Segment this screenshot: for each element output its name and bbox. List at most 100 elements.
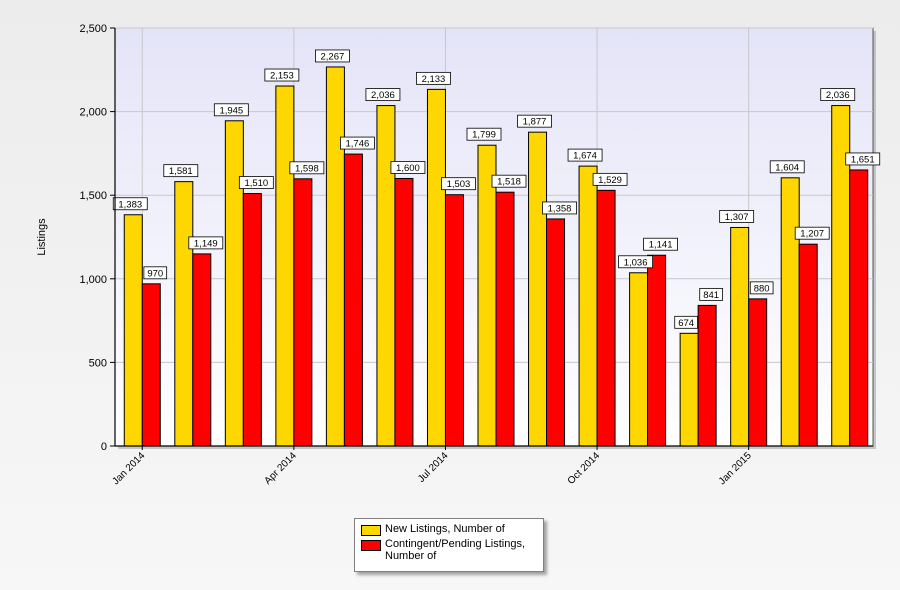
value-label-new-listings: 2,267 [314, 49, 350, 62]
value-labels: 1,383 1,581 1,945 2,153 2,267 2,036 2,133 1,799… [112, 49, 881, 329]
value-label-new-listings: 1,307 [719, 210, 755, 223]
svg-text:1,674: 1,674 [573, 151, 597, 162]
value-label-new-listings: 1,945 [213, 103, 249, 116]
bars [123, 66, 869, 447]
bar-new-listings [780, 177, 800, 447]
value-label-new-listings: 1,581 [163, 164, 199, 177]
svg-text:1,307: 1,307 [725, 212, 749, 223]
value-label-pending-listings: 1,141 [643, 237, 678, 251]
svg-text:1,945: 1,945 [219, 105, 243, 116]
value-label-new-listings: 1,877 [517, 114, 552, 128]
bar-new-listings [679, 332, 699, 447]
value-label-pending-listings: 1,149 [188, 236, 224, 249]
svg-text:1,651: 1,651 [851, 154, 875, 165]
svg-text:1,149: 1,149 [194, 238, 218, 249]
svg-text:1,600: 1,600 [396, 163, 420, 174]
bar-pending-listings [293, 178, 313, 447]
y-tick-label: 1,500 [79, 190, 107, 202]
svg-text:841: 841 [703, 290, 719, 301]
axes [114, 28, 873, 447]
bar-pending-listings [343, 153, 363, 447]
value-label-pending-listings: 841 [699, 287, 723, 301]
svg-text:674: 674 [678, 318, 694, 329]
value-label-pending-listings: 1,746 [339, 136, 375, 150]
legend-label-pending-line2: Number of [385, 550, 437, 562]
value-label-new-listings: 1,036 [618, 255, 653, 268]
y-tick-label: 0 [101, 441, 107, 453]
bar-pending-listings [697, 304, 717, 447]
svg-text:1,383: 1,383 [118, 199, 142, 210]
bar-new-listings [123, 214, 143, 447]
y-axis-label: Listings [36, 218, 48, 256]
y-tick-label: 2,000 [79, 107, 107, 119]
value-label-new-listings: 1,604 [769, 160, 805, 173]
svg-text:880: 880 [754, 283, 770, 294]
value-label-new-listings: 2,036 [820, 88, 856, 101]
bar-pending-listings [495, 191, 515, 447]
value-label-pending-listings: 1,600 [390, 161, 426, 174]
bar-pending-listings [141, 283, 161, 447]
value-label-pending-listings: 1,510 [238, 176, 274, 189]
bar-pending-listings [546, 218, 566, 447]
bar-new-listings [629, 272, 649, 447]
y-tick-labels: 0 500 1,000 1,500 2,000 2,500 [79, 23, 115, 453]
bar-pending-listings [192, 253, 212, 447]
value-label-pending-listings: 1,518 [491, 174, 527, 188]
bar-new-listings [730, 226, 750, 447]
value-label-pending-listings: 1,598 [289, 161, 325, 174]
bar-new-listings [174, 181, 194, 447]
svg-text:1,529: 1,529 [598, 175, 622, 186]
svg-text:1,518: 1,518 [497, 177, 521, 188]
value-label-new-listings: 1,799 [466, 127, 502, 141]
y-tick-label: 2,500 [79, 23, 107, 35]
svg-text:1,604: 1,604 [775, 162, 799, 173]
value-label-new-listings: 2,153 [264, 68, 300, 82]
y-tick-label: 500 [89, 357, 107, 369]
legend-swatch-pending-listings [361, 540, 381, 551]
value-label-pending-listings: 1,207 [794, 226, 830, 240]
legend-label-pending-line1: Contingent/Pending Listings, [385, 538, 526, 550]
legend-item-pending-listings: Contingent/Pending Listings, Number of [361, 538, 537, 562]
svg-text:1,877: 1,877 [523, 117, 547, 128]
bar-new-listings [528, 131, 548, 447]
value-label-pending-listings: 1,358 [542, 201, 577, 214]
value-label-pending-listings: 1,651 [845, 152, 881, 165]
value-label-new-listings: 1,674 [567, 148, 603, 162]
svg-text:1,746: 1,746 [346, 139, 370, 150]
value-label-pending-listings: 1,503 [441, 177, 476, 190]
svg-text:2,133: 2,133 [422, 74, 446, 85]
legend-label-new-listings: New Listings, Number of [385, 523, 505, 535]
bar-new-listings [578, 165, 598, 447]
svg-text:1,598: 1,598 [295, 163, 319, 174]
legend: New Listings, Number of Contingent/Pendi… [354, 518, 544, 572]
value-label-new-listings: 674 [674, 315, 698, 329]
svg-text:2,267: 2,267 [321, 51, 345, 62]
value-label-new-listings: 2,036 [365, 88, 401, 101]
bar-pending-listings [394, 177, 414, 447]
value-label-pending-listings: 970 [143, 266, 168, 279]
bar-pending-listings [444, 194, 464, 447]
bar-pending-listings [748, 298, 768, 447]
value-label-pending-listings: 1,529 [592, 172, 628, 186]
svg-text:2,036: 2,036 [371, 90, 395, 101]
bar-new-listings [376, 105, 396, 447]
svg-text:1,799: 1,799 [472, 130, 496, 141]
bar-pending-listings [849, 169, 869, 447]
svg-text:1,141: 1,141 [649, 240, 673, 251]
bar-new-listings [426, 88, 446, 447]
svg-text:2,036: 2,036 [826, 90, 850, 101]
svg-text:1,358: 1,358 [548, 203, 572, 214]
svg-text:1,581: 1,581 [169, 166, 193, 177]
bar-pending-listings [596, 189, 616, 447]
y-tick-label: 1,000 [79, 274, 107, 286]
value-label-new-listings: 2,133 [416, 71, 451, 85]
bar-new-listings [477, 144, 497, 447]
svg-text:970: 970 [147, 268, 163, 279]
value-label-pending-listings: 880 [749, 281, 774, 294]
bar-new-listings [275, 85, 295, 447]
bar-new-listings [224, 120, 244, 447]
svg-text:1,510: 1,510 [244, 178, 268, 189]
bar-pending-listings [798, 243, 818, 447]
legend-item-new-listings: New Listings, Number of [361, 523, 537, 536]
